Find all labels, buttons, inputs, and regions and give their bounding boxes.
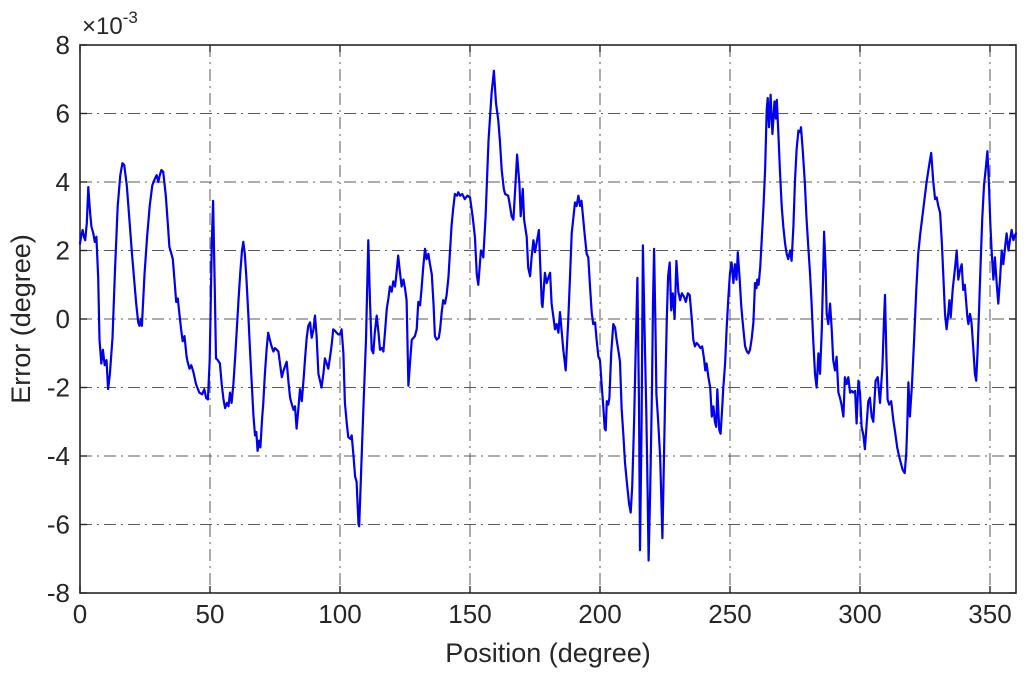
x-tick-label: 300 xyxy=(838,599,881,629)
x-tick-label: 100 xyxy=(318,599,361,629)
x-tick-label: 200 xyxy=(578,599,621,629)
y-tick-labels: -8 -6 -4 -2 0 2 4 6 8 xyxy=(47,30,70,608)
x-tick-label: 50 xyxy=(196,599,225,629)
y-tick-label: 8 xyxy=(56,30,70,60)
x-tick-label: 150 xyxy=(448,599,491,629)
x-tick-label: 350 xyxy=(968,599,1011,629)
y-axis-title: Error (degree) xyxy=(6,234,36,404)
y-tick-label: 6 xyxy=(56,99,70,129)
x-tick-labels: 0 50 100 150 200 250 300 350 xyxy=(73,599,1012,629)
grid-lines xyxy=(80,45,1016,593)
y-axis-exponent: ×10-3 xyxy=(82,8,138,40)
y-tick-label: -2 xyxy=(47,373,70,403)
y-tick-label: 2 xyxy=(56,236,70,266)
y-tick-label: -6 xyxy=(47,510,70,540)
y-tick-label: -8 xyxy=(47,578,70,608)
y-tick-label: 4 xyxy=(56,167,70,197)
x-tick-label: 250 xyxy=(708,599,751,629)
error-curve xyxy=(78,69,1018,562)
x-axis-title: Position (degree) xyxy=(445,638,651,668)
exponent-base: ×10 xyxy=(82,13,123,40)
plot-border xyxy=(79,44,1017,594)
x-tick-label: 0 xyxy=(73,599,87,629)
y-tick-label: 0 xyxy=(56,304,70,334)
y-tick-label: -4 xyxy=(47,441,70,471)
exponent-power: -3 xyxy=(123,8,138,27)
